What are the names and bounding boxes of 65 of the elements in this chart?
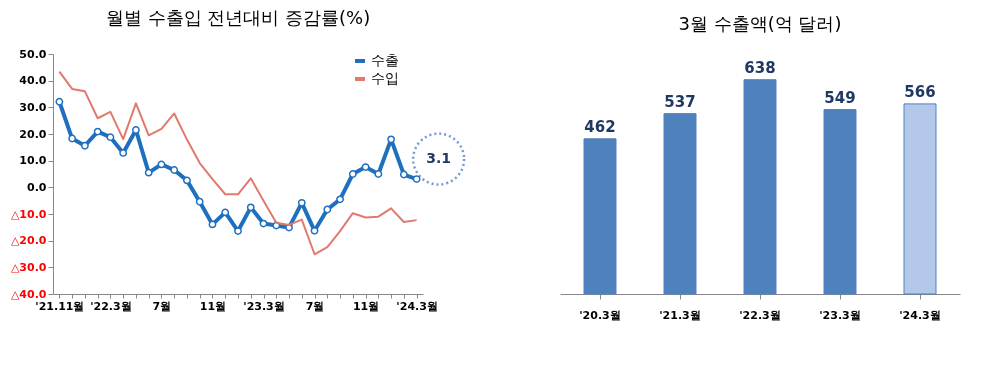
y-tick-label: 20.0 [19, 127, 47, 141]
x-tick-label: '22.3월 [739, 308, 781, 322]
x-tick-label: '24.3월 [899, 308, 941, 322]
point [348, 170, 357, 178]
bar [743, 79, 777, 295]
point [361, 163, 370, 171]
point [119, 149, 128, 157]
y-tick-label: 0.0 [27, 180, 47, 194]
point [399, 170, 408, 179]
point [412, 175, 421, 183]
bar [663, 113, 697, 295]
x-tick-label: '22.3월 [90, 299, 132, 313]
bar [823, 109, 857, 295]
point [234, 227, 242, 235]
point [183, 176, 191, 185]
chart-title: 3월 수출액(억 달러) [678, 13, 842, 34]
x-tick-label: '24.3월 [396, 299, 438, 313]
point [374, 170, 383, 178]
legend-label: 수입 [371, 70, 399, 86]
x-tick-label: '23.3월 [819, 308, 861, 322]
point [259, 219, 268, 228]
y-tick-label: 40.0 [19, 74, 47, 88]
line-series [58, 70, 418, 256]
point [221, 208, 230, 217]
point [246, 203, 255, 212]
bar [903, 103, 937, 295]
data-label: 638 [744, 58, 776, 77]
y-tick-label: △10.0 [10, 207, 47, 221]
legend-label: 수출 [371, 52, 399, 68]
point [195, 197, 204, 206]
data-label: 537 [664, 92, 696, 111]
y-tick-label: 50.0 [19, 47, 47, 61]
y-tick-label: △40.0 [10, 287, 47, 301]
x-tick-label: '21.11월 [35, 299, 85, 313]
y-tick-label: △30.0 [10, 260, 47, 274]
annotation: 3.1 [426, 150, 452, 167]
point [132, 126, 140, 134]
point [323, 205, 332, 214]
point [336, 195, 344, 204]
point [387, 135, 396, 144]
data-label: 462 [584, 117, 616, 136]
x-tick-label: 11월 [352, 299, 380, 313]
point [144, 168, 153, 177]
bar [583, 138, 617, 295]
point [68, 134, 77, 143]
x-tick-label: 7월 [305, 299, 325, 313]
y-tick-label: 30.0 [19, 100, 47, 114]
point [55, 97, 64, 106]
point [157, 160, 166, 169]
chart-title: 월별 수출입 전년대비 증감률(%) [105, 7, 371, 28]
point [93, 127, 102, 136]
point [106, 133, 115, 142]
x-tick-label: '20.3월 [579, 308, 621, 322]
x-tick-label: '21.3월 [659, 308, 701, 322]
x-tick-label: 11월 [199, 299, 227, 313]
data-label: 549 [824, 88, 856, 107]
point [208, 220, 217, 229]
x-tick-label: 7월 [152, 299, 172, 313]
x-tick-label: '23.3월 [243, 299, 285, 313]
point [170, 166, 179, 174]
data-label: 566 [904, 82, 936, 101]
point [297, 198, 306, 207]
y-tick-label: △20.0 [10, 234, 47, 248]
point [80, 141, 89, 150]
y-tick-label: 10.0 [19, 154, 47, 168]
